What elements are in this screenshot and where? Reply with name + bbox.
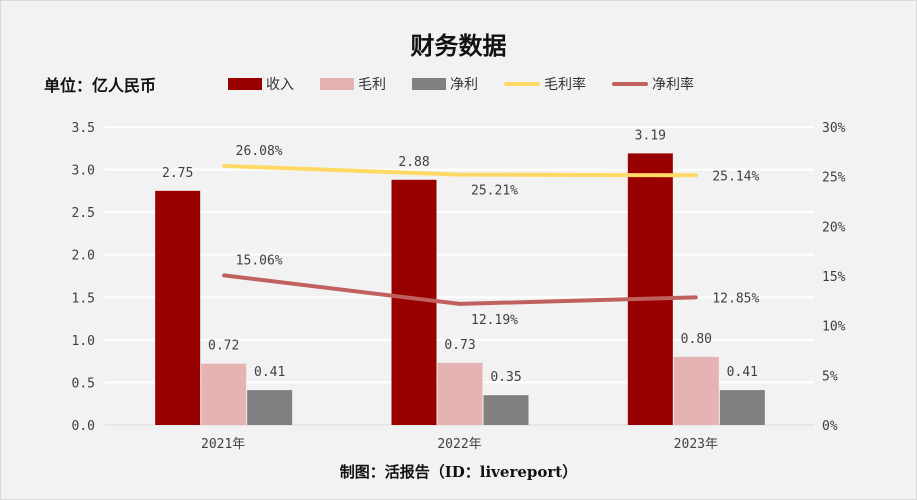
- bar-毛利: [201, 363, 247, 425]
- x-tick-label: 2023年: [674, 437, 718, 452]
- y-right-tick-label: 15%: [822, 270, 846, 285]
- chart-title: 财务数据: [410, 31, 507, 60]
- bar-净利: [719, 390, 765, 425]
- bar-data-label: 2.88: [398, 155, 429, 170]
- y-left-tick-label: 0.5: [72, 376, 95, 391]
- legend: 收入 毛利 净利 毛利率 净利率: [228, 74, 720, 94]
- bar-data-label: 0.41: [254, 365, 285, 380]
- legend-swatch: [228, 78, 262, 90]
- bar-data-label: 0.41: [727, 365, 758, 380]
- bar-data-label: 0.80: [681, 332, 712, 347]
- bar-data-label: 0.73: [444, 338, 475, 353]
- legend-swatch: [412, 78, 446, 90]
- line-data-label: 15.06%: [236, 253, 283, 268]
- y-left-tick-label: 2.0: [72, 249, 95, 264]
- legend-item: 收入: [228, 74, 294, 94]
- bar-收入: [627, 153, 673, 425]
- x-tick-label: 2021年: [201, 437, 245, 452]
- y-right-tick-label: 0%: [822, 419, 838, 434]
- chart-footer: 制图：活报告（ID：livereport）: [339, 463, 578, 481]
- bar-净利: [483, 395, 529, 425]
- bar-毛利: [673, 356, 719, 425]
- legend-label: 毛利率: [544, 77, 586, 93]
- y-right-tick-label: 25%: [822, 171, 846, 186]
- y-left-tick-label: 2.5: [72, 206, 95, 221]
- y-left-tick-label: 3.5: [72, 121, 95, 136]
- x-tick-label: 2022年: [437, 437, 481, 452]
- line-data-label: 25.21%: [471, 184, 518, 199]
- y-right-tick-label: 5%: [822, 369, 838, 384]
- line-data-label: 25.14%: [712, 169, 759, 184]
- bar-data-label: 2.75: [162, 166, 193, 181]
- unit-label: 单位：亿人民币: [44, 76, 157, 95]
- legend-item: 毛利率: [504, 74, 586, 94]
- bar-data-label: 0.35: [490, 370, 521, 385]
- legend-item: 净利率: [612, 74, 694, 94]
- y-left-tick-label: 1.5: [72, 291, 95, 306]
- y-right-tick-label: 20%: [822, 220, 846, 235]
- legend-swatch: [612, 82, 648, 86]
- line-净利率: [222, 273, 698, 306]
- y-right-tick-label: 30%: [822, 121, 846, 136]
- bar-净利: [247, 390, 293, 425]
- legend-swatch: [504, 82, 540, 86]
- y-left-tick-label: 0.0: [72, 419, 95, 434]
- y-right-tick-label: 10%: [822, 320, 846, 335]
- line-data-label: 12.85%: [712, 291, 759, 306]
- bar-毛利: [437, 362, 483, 425]
- legend-label: 收入: [266, 77, 294, 93]
- y-left-tick-label: 3.0: [72, 164, 95, 179]
- legend-item: 净利: [412, 74, 478, 94]
- legend-swatch: [320, 78, 354, 90]
- bar-收入: [391, 179, 437, 425]
- y-left-tick-label: 1.0: [72, 334, 95, 349]
- bar-收入: [155, 190, 201, 425]
- legend-item: 毛利: [320, 74, 386, 94]
- legend-label: 毛利: [358, 77, 386, 93]
- line-data-label: 12.19%: [471, 313, 518, 328]
- line-毛利率: [222, 163, 698, 178]
- bar-data-label: 0.72: [208, 339, 239, 354]
- bar-data-label: 3.19: [635, 128, 666, 143]
- line-data-label: 26.08%: [236, 144, 283, 159]
- legend-label: 净利: [450, 77, 478, 93]
- legend-label: 净利率: [652, 77, 694, 93]
